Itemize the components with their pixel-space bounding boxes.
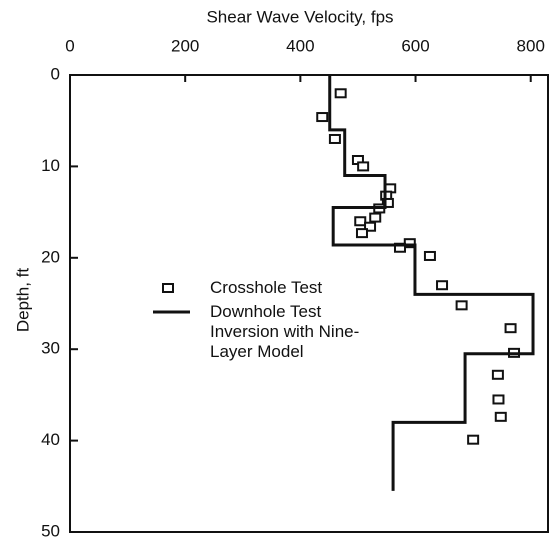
crosshole-point: [357, 161, 370, 172]
crosshole-point: [423, 250, 436, 261]
y-tick-label: 30: [41, 339, 60, 358]
legend-label: Crosshole Test: [210, 278, 323, 297]
crosshole-point: [316, 112, 329, 123]
downhole-line: [328, 75, 535, 491]
x-tick-label: 600: [401, 36, 429, 55]
crosshole-point: [467, 434, 480, 445]
legend-symbol: [162, 283, 174, 293]
y-tick-label: 40: [41, 430, 60, 449]
y-axis-label: Depth, ft: [13, 268, 32, 333]
crosshole-point: [455, 300, 468, 311]
x-tick-label: 400: [286, 36, 314, 55]
crosshole-point: [364, 221, 377, 232]
crosshole-point: [504, 323, 517, 334]
x-tick-label: 200: [171, 36, 199, 55]
x-tick-label: 800: [517, 36, 545, 55]
crosshole-point: [369, 212, 382, 223]
crosshole-point: [436, 280, 449, 291]
crosshole-point: [328, 133, 341, 144]
crosshole-point: [494, 411, 507, 422]
x-tick-label: 0: [65, 36, 74, 55]
crosshole-point: [491, 369, 504, 380]
crosshole-point: [354, 216, 367, 227]
crosshole-point: [492, 394, 505, 405]
y-tick-label: 50: [41, 521, 60, 540]
crosshole-point: [381, 197, 394, 208]
legend-label: Downhole Test Inversion with Nine-Layer …: [210, 302, 360, 361]
crosshole-point: [355, 228, 368, 239]
y-tick-label: 10: [41, 156, 60, 175]
crosshole-point: [334, 88, 347, 99]
y-tick-label: 0: [51, 64, 60, 83]
chart-title: Shear Wave Velocity, fps: [206, 7, 393, 26]
plot-frame: [69, 74, 549, 533]
y-tick-label: 20: [41, 247, 60, 266]
